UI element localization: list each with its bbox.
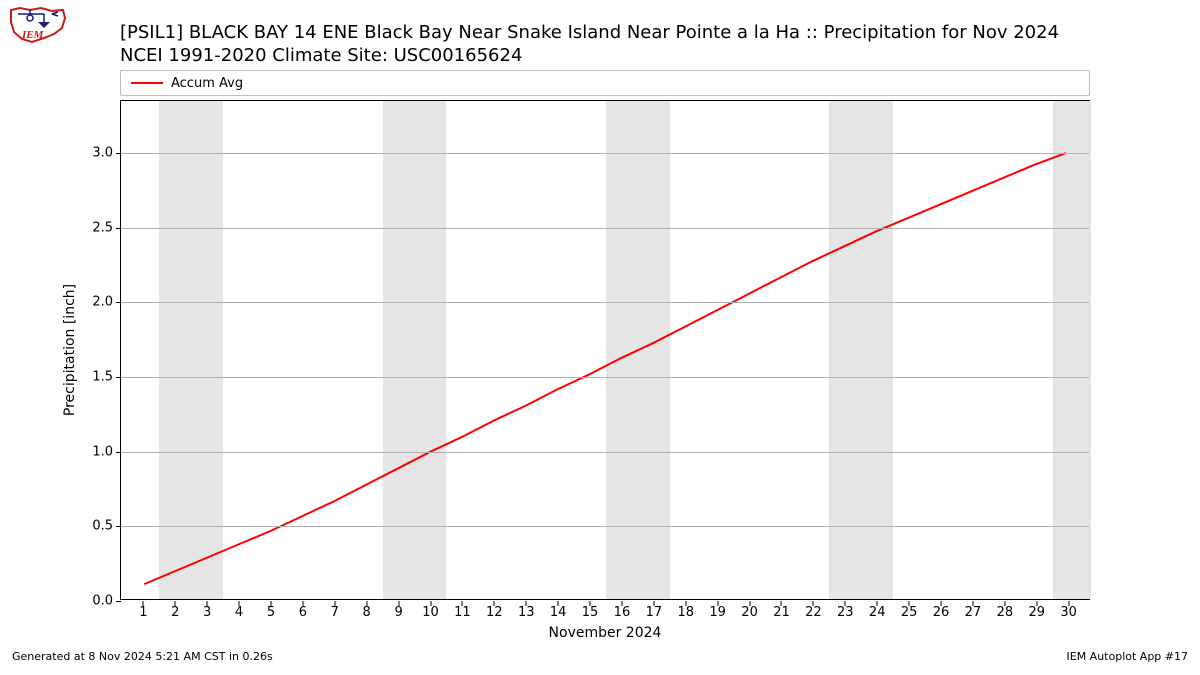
xtick-label: 17 (646, 599, 663, 620)
gridline (121, 452, 1089, 453)
y-axis-label: Precipitation [inch] (60, 100, 80, 600)
xtick-label: 7 (331, 599, 339, 620)
xtick-label: 9 (394, 599, 402, 620)
title-line-1: [PSIL1] BLACK BAY 14 ENE Black Bay Near … (120, 22, 1160, 45)
ytick-label: 1.5 (92, 370, 121, 385)
title-line-2: NCEI 1991-2020 Climate Site: USC00165624 (120, 45, 1160, 68)
gridline (121, 302, 1089, 303)
footer-app: IEM Autoplot App #17 (1067, 650, 1189, 663)
xtick-label: 1 (139, 599, 147, 620)
xtick-label: 25 (901, 599, 918, 620)
gridline (121, 153, 1089, 154)
line-series (121, 101, 1089, 599)
xtick-label: 26 (933, 599, 950, 620)
legend: Accum Avg (120, 70, 1090, 96)
legend-label: Accum Avg (171, 76, 243, 91)
ytick-label: 1.0 (92, 444, 121, 459)
ytick-label: 2.0 (92, 295, 121, 310)
xtick-label: 27 (965, 599, 982, 620)
xtick-label: 19 (709, 599, 726, 620)
ytick-label: 0.0 (92, 594, 121, 609)
footer-generated: Generated at 8 Nov 2024 5:21 AM CST in 0… (12, 650, 273, 663)
xtick-label: 12 (486, 599, 503, 620)
xtick-label: 18 (677, 599, 694, 620)
xtick-label: 15 (582, 599, 599, 620)
x-axis-label: November 2024 (120, 625, 1090, 641)
ytick-label: 0.5 (92, 519, 121, 534)
plot-area: 0.00.51.01.52.02.53.01234567891011121314… (120, 100, 1090, 600)
gridline (121, 526, 1089, 527)
iem-logo: IEM (8, 4, 68, 48)
xtick-label: 3 (203, 599, 211, 620)
accum-avg-line (144, 153, 1066, 584)
ytick-label: 3.0 (92, 146, 121, 161)
chart-title: [PSIL1] BLACK BAY 14 ENE Black Bay Near … (120, 22, 1160, 67)
ytick-label: 2.5 (92, 220, 121, 235)
xtick-label: 29 (1028, 599, 1045, 620)
svg-text:IEM: IEM (21, 29, 45, 41)
gridline (121, 377, 1089, 378)
gridline (121, 228, 1089, 229)
xtick-label: 11 (454, 599, 471, 620)
xtick-label: 28 (997, 599, 1014, 620)
xtick-label: 22 (805, 599, 822, 620)
xtick-label: 23 (837, 599, 854, 620)
xtick-label: 14 (550, 599, 567, 620)
xtick-label: 20 (741, 599, 758, 620)
legend-swatch (131, 82, 163, 84)
xtick-label: 21 (773, 599, 790, 620)
xtick-label: 10 (422, 599, 439, 620)
xtick-label: 4 (235, 599, 243, 620)
xtick-label: 5 (267, 599, 275, 620)
xtick-label: 24 (869, 599, 886, 620)
xtick-label: 2 (171, 599, 179, 620)
xtick-label: 6 (299, 599, 307, 620)
xtick-label: 8 (363, 599, 371, 620)
xtick-label: 16 (614, 599, 631, 620)
xtick-label: 13 (518, 599, 535, 620)
xtick-label: 30 (1060, 599, 1077, 620)
